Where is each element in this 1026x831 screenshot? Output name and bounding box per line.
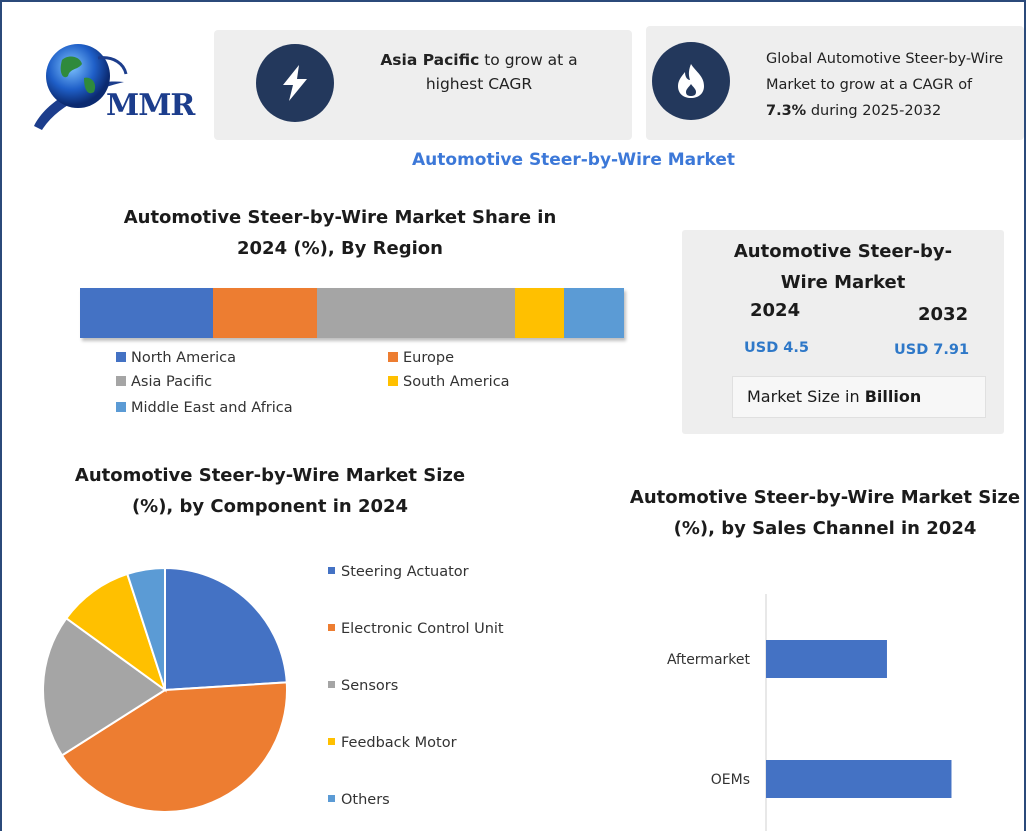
callout-region: Asia Pacific xyxy=(380,51,480,69)
legend-label: Feedback Motor xyxy=(341,735,457,751)
market-size-box: Automotive Steer-by-Wire Market 2024 203… xyxy=(682,230,1004,434)
legend-label: Europe xyxy=(403,350,454,366)
year-2024: 2024 xyxy=(750,300,801,321)
pie-slice-others xyxy=(126,566,166,691)
pie-slice-sensors xyxy=(42,616,167,757)
legend-label: Steering Actuator xyxy=(341,564,469,580)
legend-label: Asia Pacific xyxy=(131,374,213,390)
market-box-title: Automotive Steer-by-Wire Market xyxy=(733,241,953,293)
lightning-badge xyxy=(256,44,334,122)
flame-icon xyxy=(678,64,704,98)
value-2024: USD 4.5 xyxy=(744,340,809,356)
logo-text: MMR xyxy=(106,88,195,123)
note-text: Market Size in xyxy=(747,387,865,406)
sales-channel-chart-title: Automotive Steer-by-Wire Market Size (%)… xyxy=(629,487,1021,539)
lightning-icon xyxy=(283,65,307,101)
region-segment-south-america xyxy=(515,288,565,338)
component-legend-item-electronic-control-unit: Electronic Control Unit xyxy=(328,621,504,637)
value-2032: USD 7.91 xyxy=(894,342,970,358)
legend-swatch xyxy=(388,376,398,386)
callout-cagr-text: Global Automotive Steer-by-Wire Market t… xyxy=(766,46,1006,124)
market-size-note: Market Size in Billion xyxy=(732,376,986,418)
component-chart-title: Automotive Steer-by-Wire Market Size (%)… xyxy=(74,465,466,517)
sales-channel-bar-chart: Aftermarket OEMs xyxy=(667,594,952,831)
legend-swatch xyxy=(116,402,126,412)
legend-label: North America xyxy=(131,350,236,366)
legend-swatch xyxy=(328,624,335,631)
region-segment-asia-pacific xyxy=(316,288,516,338)
region-segment-north-america xyxy=(80,288,214,338)
legend-swatch xyxy=(116,352,126,362)
region-segment-middle-east-and-africa xyxy=(564,288,624,338)
note-unit: Billion xyxy=(864,387,922,406)
pie-slice-feedback-motor xyxy=(64,572,167,693)
region-legend-item-north-america: North America xyxy=(116,350,236,366)
legend-label: Electronic Control Unit xyxy=(341,621,504,637)
callout-rest: to grow at a highest CAGR xyxy=(425,51,578,93)
pie-slice-steering-actuator xyxy=(164,566,288,692)
callout-cagr-pre: Global Automotive Steer-by-Wire Market t… xyxy=(766,51,1004,93)
pie-slice-electronic-control-unit xyxy=(60,681,288,813)
region-legend-item-asia-pacific: Asia Pacific xyxy=(116,374,212,390)
region-chart-title: Automotive Steer-by-Wire Market Share in… xyxy=(123,207,557,259)
region-legend-item-europe: Europe xyxy=(388,350,454,366)
legend-swatch xyxy=(328,681,335,688)
component-pie-chart xyxy=(42,566,288,813)
bar-aftermarket xyxy=(766,640,887,678)
component-legend-item-feedback-motor: Feedback Motor xyxy=(328,735,457,751)
component-legend-item-others: Others xyxy=(328,792,390,808)
region-legend-item-middle-east-and-africa: Middle East and Africa xyxy=(116,400,293,416)
year-2032: 2032 xyxy=(918,304,969,325)
globe-icon xyxy=(34,44,128,130)
main-title: Automotive Steer-by-Wire Market xyxy=(412,150,736,170)
callout-asia-pacific: Asia Pacific to grow at a highest CAGR xyxy=(214,30,632,140)
legend-swatch xyxy=(116,376,126,386)
legend-swatch xyxy=(328,795,335,802)
legend-swatch xyxy=(388,352,398,362)
legend-swatch xyxy=(328,567,335,574)
category-label-oems: OEMs xyxy=(711,772,750,788)
component-legend-item-sensors: Sensors xyxy=(328,678,398,694)
region-legend-item-south-america: South America xyxy=(388,374,510,390)
component-legend-item-steering-actuator: Steering Actuator xyxy=(328,564,469,580)
region-stacked-bar xyxy=(80,288,624,338)
category-label-aftermarket: Aftermarket xyxy=(667,652,751,668)
legend-label: Others xyxy=(341,792,390,808)
flame-badge xyxy=(652,42,730,120)
legend-label: South America xyxy=(403,374,510,390)
region-segment-europe xyxy=(213,288,317,338)
mmr-logo: MMR xyxy=(28,38,198,138)
callout-cagr-value: 7.3% xyxy=(766,103,807,119)
legend-swatch xyxy=(328,738,335,745)
callout-cagr: Global Automotive Steer-by-Wire Market t… xyxy=(646,26,1024,140)
bar-oems xyxy=(766,760,952,798)
callout-asia-pacific-text: Asia Pacific to grow at a highest CAGR xyxy=(359,48,599,96)
callout-cagr-post: during 2025-2032 xyxy=(806,103,942,119)
legend-label: Middle East and Africa xyxy=(131,400,293,416)
legend-label: Sensors xyxy=(341,678,399,694)
